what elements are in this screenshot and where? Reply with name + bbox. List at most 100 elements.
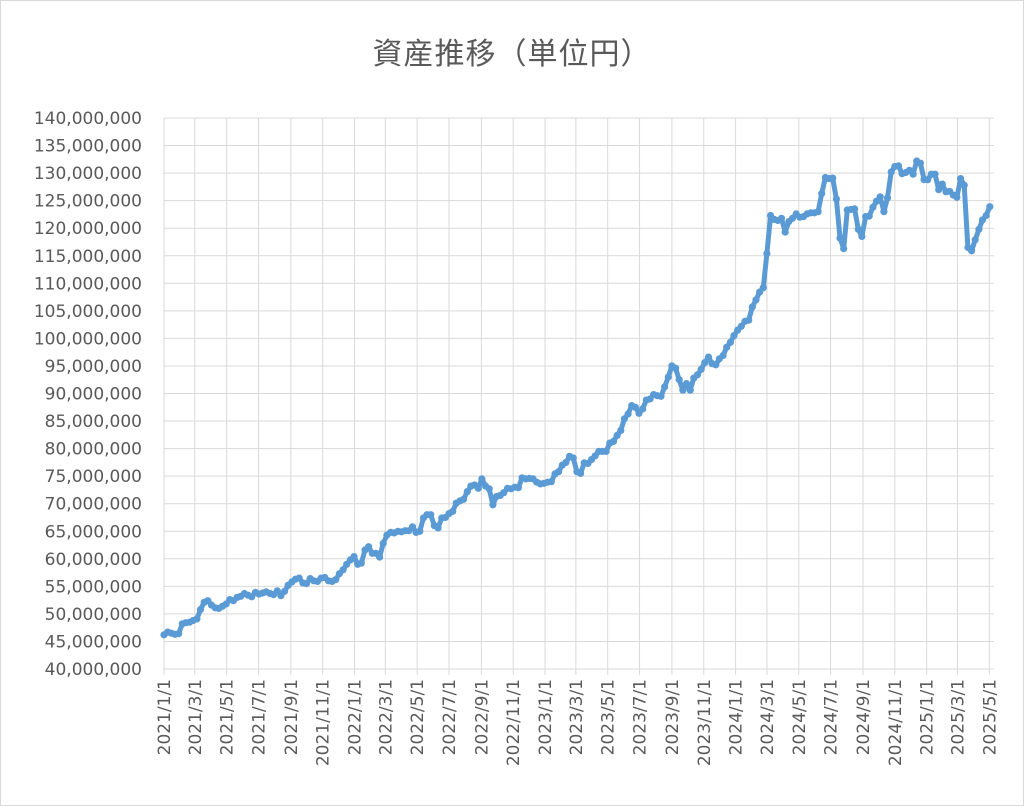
x-tick-label: 2023/5/1	[599, 679, 619, 755]
data-point	[829, 174, 837, 182]
data-point	[350, 553, 358, 561]
data-point	[745, 316, 753, 324]
x-tick-label: 2024/1/1	[727, 679, 747, 755]
x-tick-label: 2024/11/1	[886, 679, 906, 766]
data-point	[938, 180, 946, 188]
x-tick-label: 2021/9/1	[282, 679, 302, 755]
data-point	[894, 162, 903, 170]
data-point	[376, 553, 384, 561]
data-point	[460, 495, 468, 503]
y-tick-label: 85,000,000	[45, 412, 142, 432]
x-tick-label: 2021/11/1	[314, 679, 334, 766]
data-point	[887, 168, 895, 176]
data-point	[986, 203, 994, 211]
y-tick-label: 60,000,000	[45, 550, 142, 570]
data-point	[916, 159, 925, 167]
data-point	[818, 189, 826, 198]
x-tick-label: 2023/7/1	[631, 679, 651, 755]
data-point	[869, 203, 877, 211]
y-tick-label: 140,000,000	[34, 109, 142, 129]
series-layer	[160, 157, 994, 639]
data-point	[781, 228, 789, 236]
y-tick-label: 110,000,000	[34, 274, 142, 294]
data-point	[697, 365, 705, 373]
data-point	[719, 351, 727, 360]
x-tick-label: 2021/3/1	[186, 679, 206, 755]
data-point	[883, 194, 892, 202]
data-point	[752, 296, 760, 304]
data-point	[281, 587, 289, 595]
data-point	[763, 249, 771, 258]
data-point	[704, 353, 713, 361]
data-point	[957, 175, 965, 183]
data-point	[514, 484, 523, 492]
data-point	[624, 410, 632, 418]
x-tick-label: 2022/7/1	[440, 679, 460, 755]
data-point	[602, 447, 610, 455]
data-point	[463, 488, 471, 496]
data-point	[547, 478, 555, 486]
series-line	[161, 158, 993, 638]
y-tick-label: 50,000,000	[45, 605, 142, 625]
x-tick-label: 2022/5/1	[408, 679, 428, 755]
data-point	[968, 247, 976, 255]
y-axis-ticks: 140,000,000 135,000,000 130,000,000 125,000…	[34, 109, 142, 680]
data-point	[730, 332, 738, 340]
data-point	[832, 195, 841, 203]
data-point	[408, 523, 417, 531]
x-tick-label: 2024/7/1	[822, 679, 842, 755]
data-point	[953, 193, 961, 201]
data-point	[657, 392, 665, 400]
data-point	[982, 211, 990, 220]
x-tick-label: 2024/3/1	[758, 679, 778, 755]
x-tick-label: 2025/1/1	[918, 679, 938, 755]
data-point	[931, 170, 939, 178]
data-point	[854, 225, 862, 233]
data-point	[975, 225, 983, 233]
data-point	[675, 376, 683, 384]
data-point	[555, 468, 563, 476]
y-tick-label: 45,000,000	[45, 632, 142, 652]
data-point	[840, 245, 848, 253]
data-point	[723, 343, 731, 351]
data-point	[379, 539, 387, 548]
data-point	[569, 454, 577, 462]
data-point	[880, 208, 888, 216]
data-point	[489, 501, 497, 509]
data-point	[562, 458, 570, 466]
x-tick-label: 2025/5/1	[980, 679, 1000, 755]
data-point	[814, 208, 822, 216]
data-point	[858, 232, 866, 241]
data-point	[365, 543, 373, 551]
y-tick-label: 135,000,000	[34, 137, 142, 157]
data-point	[449, 507, 457, 515]
data-point	[960, 181, 968, 189]
y-tick-label: 95,000,000	[45, 357, 142, 377]
data-point	[302, 580, 311, 588]
y-tick-label: 40,000,000	[45, 660, 142, 680]
data-point	[851, 205, 859, 213]
data-point	[971, 236, 979, 244]
data-point	[664, 373, 672, 381]
y-tick-label: 65,000,000	[45, 522, 142, 542]
data-point	[777, 214, 786, 222]
data-point	[686, 386, 694, 394]
data-point	[617, 426, 625, 434]
x-tick-label: 2022/1/1	[346, 679, 366, 755]
data-point	[474, 484, 482, 492]
x-tick-label: 2025/3/1	[948, 679, 968, 755]
data-point	[427, 511, 435, 519]
data-point	[631, 403, 640, 411]
y-tick-label: 120,000,000	[34, 219, 142, 239]
data-point	[434, 524, 442, 532]
y-tick-label: 130,000,000	[34, 164, 142, 184]
data-point	[935, 186, 943, 194]
chart-title: 資産推移（単位円）	[372, 37, 652, 72]
data-point	[726, 338, 735, 346]
data-point	[639, 405, 647, 413]
data-point	[577, 469, 585, 477]
data-point	[693, 371, 702, 379]
data-point	[661, 383, 669, 391]
data-point	[679, 386, 687, 394]
